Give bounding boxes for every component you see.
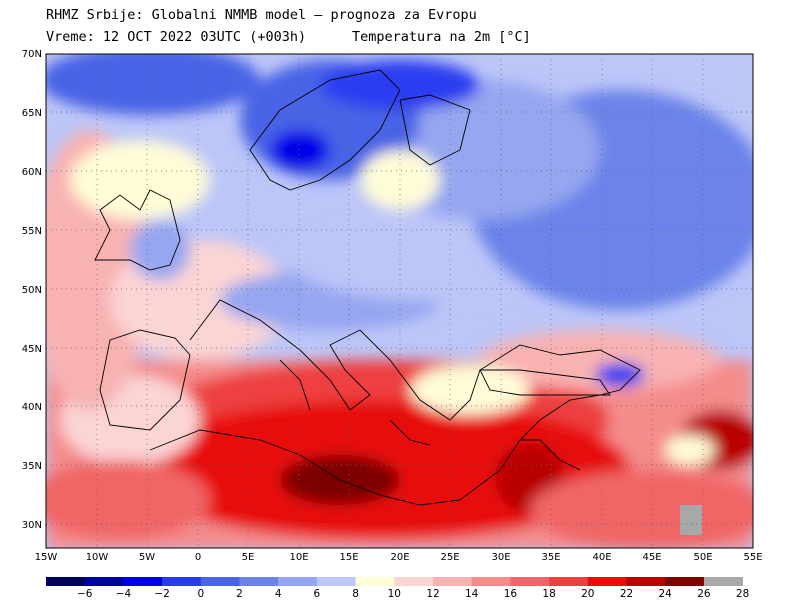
colorbar-swatch bbox=[46, 577, 86, 586]
colorbar-swatch bbox=[433, 577, 473, 586]
colorbar-swatch bbox=[471, 577, 511, 586]
colorbar-swatch bbox=[123, 577, 163, 586]
colorbar-label: 24 bbox=[659, 588, 673, 600]
lon-label: 35E bbox=[541, 552, 560, 563]
colorbar-label: 16 bbox=[504, 588, 518, 600]
lat-label: 40N bbox=[22, 402, 42, 413]
temperature-field bbox=[46, 54, 753, 548]
lon-label: 0 bbox=[195, 552, 201, 563]
colorbar-swatch bbox=[394, 577, 434, 586]
colorbar-label: 12 bbox=[426, 588, 439, 600]
lat-label: 60N bbox=[22, 167, 42, 178]
lon-label: 55E bbox=[743, 552, 762, 563]
colorbar-label: 14 bbox=[465, 588, 479, 600]
colorbar-swatch bbox=[665, 577, 705, 586]
lon-label: 10W bbox=[86, 552, 109, 563]
colorbar-label: 0 bbox=[197, 588, 204, 600]
colorbar-label: 18 bbox=[542, 588, 555, 600]
variable-label: Temperatura na 2m [°C] bbox=[352, 29, 531, 45]
coastlines bbox=[94, 69, 641, 506]
colorbar-swatch bbox=[355, 577, 395, 586]
lon-label: 5E bbox=[242, 552, 255, 563]
colorbar-swatch bbox=[703, 577, 743, 586]
colorbar-swatch bbox=[587, 577, 627, 586]
colorbar-label: −6 bbox=[77, 588, 93, 600]
colorbar-label: 2 bbox=[236, 588, 243, 600]
colorbar-swatch bbox=[239, 577, 279, 586]
colorbar-label: 28 bbox=[736, 588, 749, 600]
colorbar: −6 −4 −2 0 2 4 6 8 10 12 14 16 18 20 22 24 26 28 bbox=[46, 577, 749, 600]
colorbar-swatch bbox=[200, 577, 240, 586]
lat-label: 70N bbox=[22, 49, 42, 60]
lon-label: 20E bbox=[390, 552, 409, 563]
lat-label: 65N bbox=[22, 108, 42, 119]
colorbar-swatch bbox=[549, 577, 589, 586]
lat-label: 35N bbox=[22, 461, 42, 472]
colorbar-swatch bbox=[84, 577, 124, 586]
colorbar-swatch bbox=[162, 577, 202, 586]
lon-label: 50E bbox=[693, 552, 712, 563]
lon-label: 25E bbox=[440, 552, 459, 563]
colorbar-label: 10 bbox=[388, 588, 401, 600]
colorbar-label: 26 bbox=[697, 588, 711, 600]
colorbar-label: −4 bbox=[116, 588, 132, 600]
lon-label: 40E bbox=[592, 552, 611, 563]
colorbar-swatch bbox=[278, 577, 318, 586]
colorbar-label: 6 bbox=[314, 588, 321, 600]
forecast-time: Vreme: 12 OCT 2022 03UTC (+003h) bbox=[46, 29, 307, 45]
latitude-labels: 70N 65N 60N 55N 50N 45N 40N 35N 30N bbox=[22, 49, 42, 531]
lat-label: 45N bbox=[22, 344, 42, 355]
colorbar-label: 4 bbox=[275, 588, 282, 600]
lon-label: 15W bbox=[35, 552, 58, 563]
colorbar-swatch bbox=[626, 577, 666, 586]
lon-label: 5W bbox=[139, 552, 155, 563]
colorbar-swatch bbox=[316, 577, 356, 586]
colorbar-label: 22 bbox=[620, 588, 633, 600]
lon-label: 30E bbox=[491, 552, 510, 563]
lon-label: 45E bbox=[642, 552, 661, 563]
colorbar-label: 20 bbox=[581, 588, 594, 600]
lat-label: 55N bbox=[22, 226, 42, 237]
longitude-labels: 15W 10W 5W 0 5E 10E 15E 20E 25E 30E 35E … bbox=[35, 552, 763, 563]
lat-label: 50N bbox=[22, 285, 42, 296]
lon-label: 15E bbox=[339, 552, 358, 563]
map-title: RHMZ Srbije: Globalni NMMB model — progn… bbox=[46, 7, 477, 23]
lon-label: 10E bbox=[289, 552, 308, 563]
colorbar-label: −2 bbox=[154, 588, 169, 600]
colorbar-label: 8 bbox=[352, 588, 359, 600]
colorbar-swatch bbox=[510, 577, 550, 586]
lat-label: 30N bbox=[22, 520, 42, 531]
map-frame bbox=[45, 53, 754, 549]
